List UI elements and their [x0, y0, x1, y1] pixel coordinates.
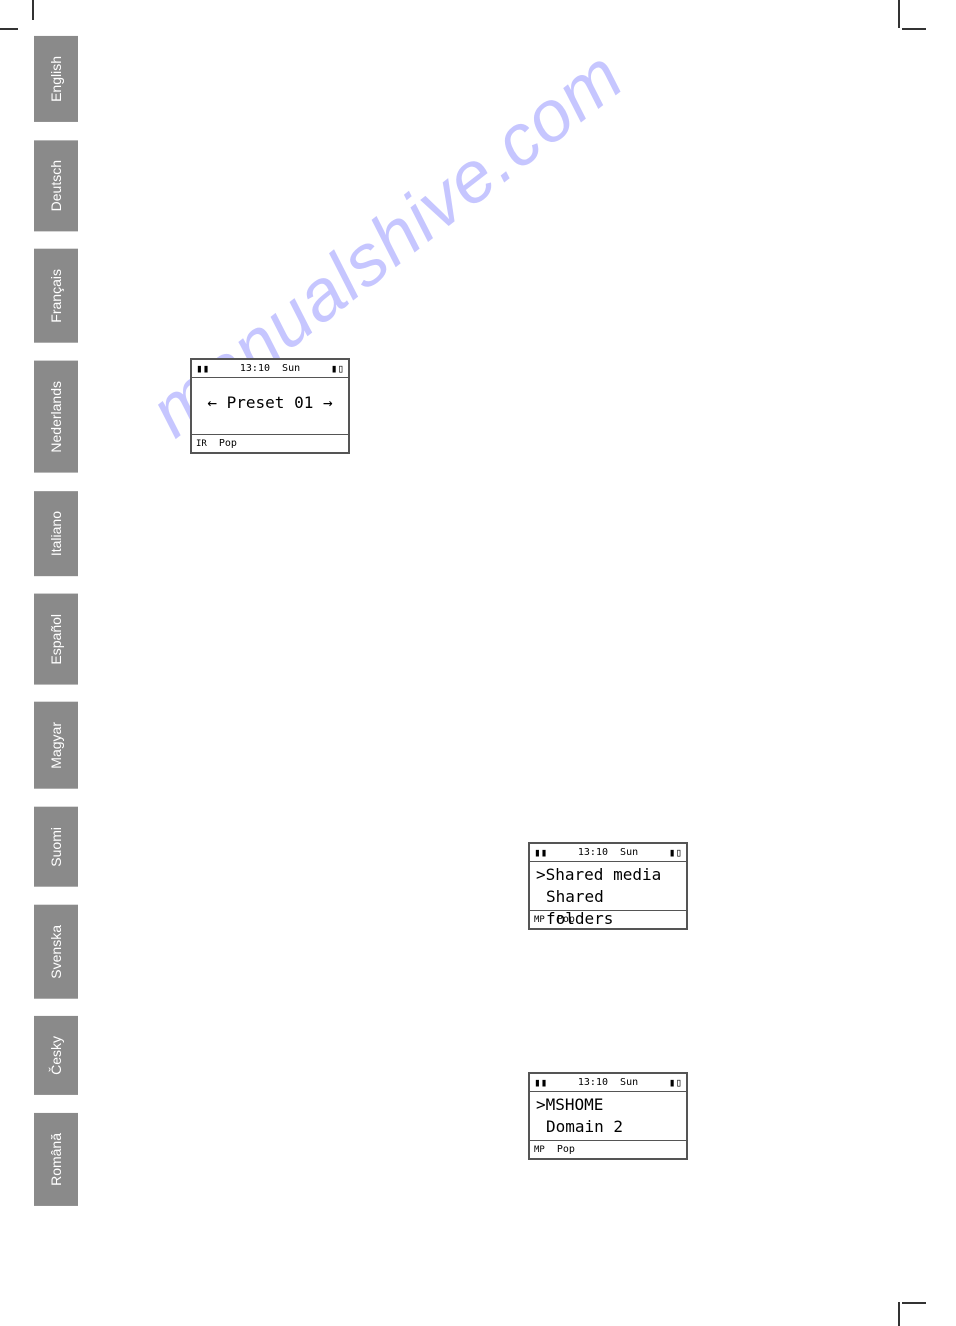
lcd-footer: IR Pop — [192, 434, 348, 452]
lang-tab-italiano[interactable]: Italiano — [34, 491, 78, 576]
lcd-body: >MSHOME Domain 2 — [530, 1092, 686, 1140]
lcd-mode: MP — [534, 1145, 545, 1155]
lcd-genre: Pop — [557, 1144, 575, 1155]
lcd-status-bar: ▮▮ 13:10 Sun ▮▯ — [530, 1074, 686, 1092]
crop-mark — [902, 28, 926, 30]
lcd-footer: MP Pop — [530, 1140, 686, 1158]
lcd-display-preset: ▮▮ 13:10 Sun ▮▯ ← Preset 01 → IR Pop — [190, 358, 350, 454]
signal-icon: ▮▮ — [196, 362, 209, 375]
lcd-display-shared-media: ▮▮ 13:10 Sun ▮▯ >Shared media Shared fol… — [528, 842, 688, 930]
signal-icon: ▮▮ — [534, 846, 547, 859]
lcd-display-mshome: ▮▮ 13:10 Sun ▮▯ >MSHOME Domain 2 MP Pop — [528, 1072, 688, 1160]
lang-tab-svenska[interactable]: Svenska — [34, 905, 78, 999]
lang-tab-magyar[interactable]: Magyar — [34, 702, 78, 789]
language-tab-bar: English Deutsch Français Nederlands Ital… — [34, 36, 78, 1224]
lang-tab-romana[interactable]: Română — [34, 1113, 78, 1206]
lcd-status-bar: ▮▮ 13:10 Sun ▮▯ — [530, 844, 686, 862]
lcd-menu-item: Domain 2 — [536, 1116, 623, 1138]
lang-tab-english[interactable]: English — [34, 36, 78, 122]
lang-tab-deutsch[interactable]: Deutsch — [34, 140, 78, 231]
lcd-time: 13:10 Sun — [578, 847, 638, 858]
lcd-status-bar: ▮▮ 13:10 Sun ▮▯ — [192, 360, 348, 378]
lcd-time: 13:10 Sun — [578, 1077, 638, 1088]
crop-mark — [898, 1302, 900, 1326]
lcd-body: >Shared media Shared folders — [530, 862, 686, 910]
lang-tab-nederlands[interactable]: Nederlands — [34, 361, 78, 473]
lcd-menu-item-selected: >MSHOME — [536, 1094, 680, 1116]
battery-icon: ▮▯ — [669, 1076, 682, 1089]
lcd-genre: Pop — [557, 914, 575, 925]
lang-tab-cesky[interactable]: Česky — [34, 1016, 78, 1095]
lcd-preset-line: ← Preset 01 → — [207, 393, 332, 412]
battery-icon: ▮▯ — [331, 362, 344, 375]
crop-mark — [0, 28, 18, 30]
lcd-mode: IR — [196, 439, 207, 449]
lcd-time: 13:10 Sun — [240, 363, 300, 374]
lcd-genre: Pop — [219, 438, 237, 449]
lcd-mode: MP — [534, 915, 545, 925]
lang-tab-francais[interactable]: Français — [34, 249, 78, 343]
crop-mark — [32, 0, 34, 20]
battery-icon: ▮▯ — [669, 846, 682, 859]
crop-mark — [902, 1302, 926, 1304]
crop-mark — [898, 0, 900, 28]
lcd-body: ← Preset 01 → — [192, 378, 348, 434]
signal-icon: ▮▮ — [534, 1076, 547, 1089]
lang-tab-espanol[interactable]: Español — [34, 594, 78, 685]
lang-tab-suomi[interactable]: Suomi — [34, 807, 78, 887]
lcd-menu-item-selected: >Shared media — [536, 864, 680, 886]
